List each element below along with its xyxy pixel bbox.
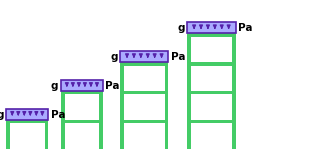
Text: g: g	[0, 110, 4, 120]
Bar	[187, 33, 191, 148]
Text: g: g	[110, 52, 118, 62]
Bar	[187, 91, 236, 94]
Bar	[61, 91, 65, 148]
Bar	[6, 120, 48, 123]
Bar	[61, 80, 103, 91]
Bar	[61, 120, 103, 123]
Text: Pa: Pa	[51, 110, 65, 120]
Bar	[6, 120, 10, 148]
Text: g: g	[177, 23, 185, 33]
Text: Pa: Pa	[238, 23, 252, 33]
Bar	[120, 51, 168, 62]
Bar	[120, 120, 168, 123]
Bar	[120, 91, 168, 94]
Bar	[187, 62, 236, 66]
Bar	[61, 91, 103, 94]
Text: g: g	[51, 81, 58, 91]
Bar	[187, 120, 236, 123]
Bar	[120, 62, 124, 148]
Bar	[99, 91, 103, 148]
Bar	[45, 120, 48, 148]
Text: Pa: Pa	[105, 81, 120, 91]
Bar	[6, 109, 48, 120]
Bar	[187, 22, 236, 33]
Bar	[187, 33, 236, 37]
Bar	[165, 62, 168, 148]
Bar	[232, 33, 236, 148]
Bar	[120, 62, 168, 66]
Text: Pa: Pa	[171, 52, 185, 62]
